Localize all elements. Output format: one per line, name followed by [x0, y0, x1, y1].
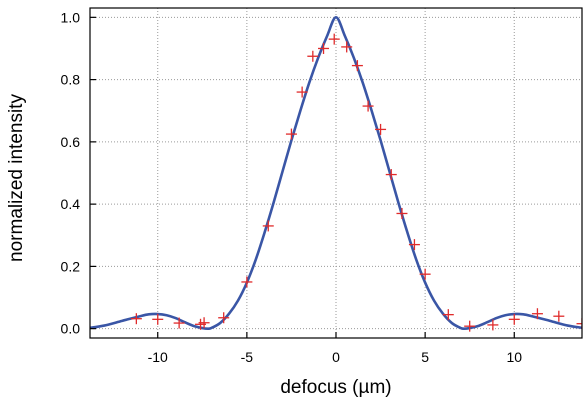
- data-point: [307, 50, 319, 62]
- x-axis-title: defocus (µm): [280, 377, 391, 398]
- data-point: [285, 128, 297, 140]
- data-point: [385, 169, 397, 181]
- data-point: [218, 312, 230, 324]
- data-point: [531, 308, 543, 320]
- x-tick-label: -5: [241, 349, 254, 365]
- data-point: [241, 276, 253, 288]
- data-point: [262, 220, 274, 232]
- data-point: [362, 100, 374, 112]
- data-point: [351, 60, 363, 72]
- data-point: [419, 268, 431, 280]
- data-point: [442, 309, 454, 321]
- data-point: [296, 86, 308, 98]
- y-tick-label: 0.6: [61, 134, 81, 150]
- data-point: [375, 123, 387, 135]
- fit-curve-layer: [90, 16, 582, 331]
- y-axis-title: normalized intensity: [6, 94, 27, 262]
- x-ticks: -10 -5 0 5 10: [148, 332, 522, 365]
- x-tick-label: 5: [421, 349, 429, 365]
- y-tick-label: 0.4: [61, 196, 81, 212]
- data-point: [318, 42, 330, 54]
- data-point: [396, 207, 408, 219]
- data-point: [198, 317, 210, 329]
- data-point: [408, 239, 420, 251]
- data-point: [487, 319, 499, 331]
- data-point: [464, 320, 476, 332]
- x-tick-label: -10: [148, 349, 168, 365]
- data-point: [152, 313, 164, 325]
- grid-lines: [90, 8, 582, 338]
- data-point: [328, 33, 340, 45]
- y-tick-label: 0.8: [61, 72, 81, 88]
- data-point: [576, 318, 582, 330]
- data-point: [508, 313, 520, 325]
- y-tick-label: 0.2: [61, 258, 81, 274]
- data-points-layer: [130, 33, 582, 332]
- data-point: [553, 310, 565, 322]
- x-tick-label: 0: [332, 349, 340, 365]
- y-tick-label: 1.0: [61, 9, 81, 25]
- x-tick-label: 10: [506, 349, 522, 365]
- data-point: [130, 313, 142, 325]
- data-point: [341, 41, 353, 53]
- y-ticks: 0.0 0.2 0.4 0.6 0.8 1.0: [61, 9, 96, 337]
- data-point: [173, 317, 185, 329]
- fit-curve: [90, 16, 582, 331]
- y-tick-label: 0.0: [61, 321, 81, 337]
